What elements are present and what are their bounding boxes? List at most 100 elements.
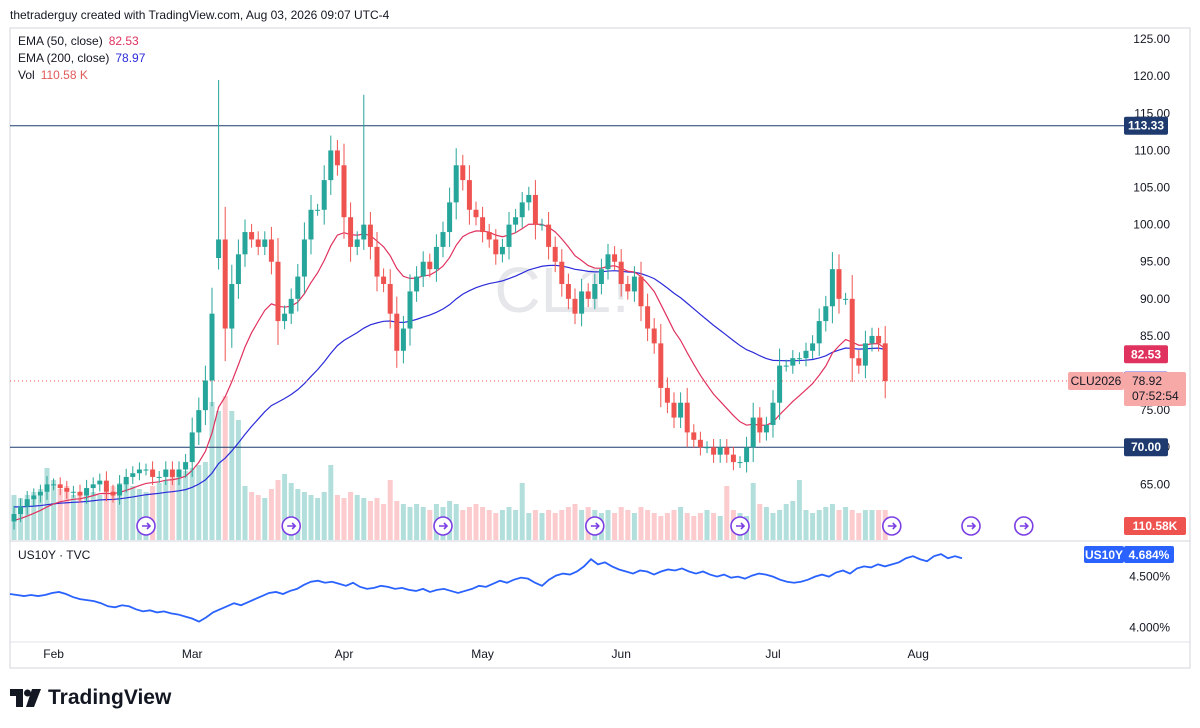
candle [460,154,466,191]
volume-legend[interactable]: Vol 110.58 K [18,68,88,82]
volume-bar [394,501,400,540]
candle-body [123,476,129,485]
candle-body [697,439,703,448]
candle [882,326,888,399]
price-axis-tick: 75.00 [1140,403,1170,417]
candle [84,479,90,504]
us10y-symbol-badge [1084,546,1124,563]
candle [394,296,400,368]
candle [334,140,340,176]
event-icon-6[interactable] [881,516,902,536]
candle [532,180,538,240]
candle [750,402,756,463]
candle [427,253,433,278]
volume-bar [341,498,347,540]
candle [235,239,241,299]
event-icon-future[interactable] [961,516,981,536]
candle [658,324,664,408]
event-icon-2[interactable] [281,516,302,536]
candle-body [255,239,261,247]
volume-bar [579,510,585,540]
candle [466,165,472,225]
candle-body [757,417,763,433]
candle [288,288,294,325]
candle-body [97,480,103,485]
candle [169,461,175,486]
candle-body [552,246,558,262]
candle-body [427,261,433,270]
candle-body [493,239,499,255]
volume-bar [275,480,281,540]
candle-body [18,506,24,515]
ema50-legend[interactable]: EMA (50, close) 82.53 [18,34,139,48]
candle-body [539,224,545,226]
candle-body [414,276,420,292]
volume-bar [862,510,868,540]
volume-bar [678,507,684,540]
volume-bar [691,516,697,540]
volume-bar [750,483,756,540]
volume-bar [427,510,433,540]
candle [526,186,532,211]
candle [486,223,492,248]
candle [57,477,63,496]
us10y-axis-tick: 4.000% [1129,621,1170,635]
event-icon-3[interactable] [433,516,453,536]
candle-body [209,313,215,381]
candle-body [202,380,208,411]
candle-body [31,495,37,500]
candle [651,318,657,354]
candle-body [381,276,387,284]
candle-body [77,491,83,496]
volume-bar [110,486,116,540]
volume-bar [354,495,360,540]
volume-bar [24,495,30,540]
candle [341,143,347,239]
volume-bar [414,504,420,540]
candle-body [546,224,552,247]
candle-body [420,261,426,277]
time-axis-label: Mar [182,647,203,661]
volume-bar [117,483,123,540]
event-icon-future2[interactable] [1013,516,1034,536]
event-icon-4[interactable] [584,516,605,536]
candle-body [90,484,96,489]
candle [506,212,512,260]
volume-bar [790,501,796,540]
candle [348,202,354,262]
candle-body [24,499,30,507]
candle-body [249,232,255,240]
price-axis-tick: 105.00 [1133,181,1170,195]
candle [11,505,17,530]
event-icon-5[interactable] [730,516,750,536]
volume-bar [216,411,222,540]
candle-body [440,232,446,247]
candle-body [37,491,43,496]
volume-bar [334,495,340,540]
volume-bar [315,498,321,540]
candle-body [321,180,327,210]
ema200-legend[interactable]: EMA (200, close) 78.97 [18,51,145,65]
volume-bar [189,468,195,540]
candle-body [750,417,756,448]
volume-bar [57,489,63,540]
us10y-axis-tick: 4.500% [1129,570,1170,584]
volume-bar [348,492,354,540]
candle-body [598,269,604,284]
candle [202,365,208,425]
candle-body [876,335,882,344]
candle-body [447,202,453,233]
volume-bar [572,504,578,540]
candle [70,485,76,498]
volume-bar [453,504,459,540]
event-icon-1[interactable] [136,516,156,536]
candle [717,439,723,463]
candle-body [829,269,835,307]
price-axis-tick: 65.00 [1140,477,1170,491]
candle [222,206,228,362]
candle-body [856,358,862,366]
tradingview-logo[interactable]: TradingView [10,686,171,710]
candle [143,463,149,476]
candle-body [711,447,717,455]
